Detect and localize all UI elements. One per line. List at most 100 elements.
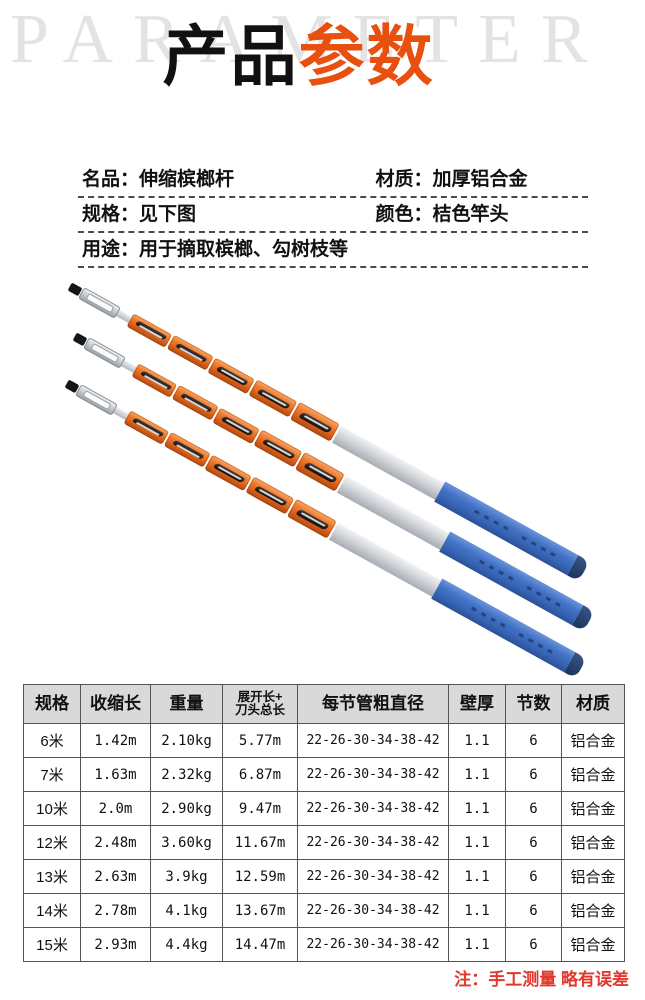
pole-clamp <box>131 362 178 398</box>
table-cell: 12米 <box>23 825 81 860</box>
table-cell: 6 <box>505 791 562 826</box>
table-cell: 2.78m <box>80 893 151 928</box>
info-label: 名品： <box>82 169 140 190</box>
table-cell: 6.87m <box>222 757 298 792</box>
info-value: 伸缩槟榔杆 <box>139 169 235 190</box>
spec-table-header-row: 规格 收缩长 重量 展开长+ 刀头总长 每节管粗直径 壁厚 节数 材质 <box>23 684 625 724</box>
info-value: 见下图 <box>139 204 197 225</box>
table-cell: 1.1 <box>448 723 506 758</box>
pole-blade-head <box>78 286 122 319</box>
table-cell: 12.59m <box>222 859 298 894</box>
info-item-material: 材质：加厚铝合金 <box>375 169 588 190</box>
table-cell: 1.1 <box>448 927 506 962</box>
table-cell: 4.4kg <box>150 927 223 962</box>
pole-clamp <box>212 407 261 444</box>
table-cell: 6 <box>505 825 562 860</box>
table-cell: 2.48m <box>80 825 151 860</box>
info-item-color: 颜色：桔色竿头 <box>375 204 588 225</box>
column-header: 节数 <box>505 684 562 724</box>
pole-clamp <box>123 409 170 445</box>
spec-table: 规格 收缩长 重量 展开长+ 刀头总长 每节管粗直径 壁厚 节数 材质 6米 1.42m 2.10… <box>23 684 625 962</box>
column-header: 重量 <box>150 684 223 724</box>
table-cell: 1.1 <box>448 859 506 894</box>
table-row: 6米 1.42m 2.10kg 5.77m 22-26-30-34-38-42 1.1 6 铝… <box>23 723 625 758</box>
table-cell: 铝合金 <box>561 893 625 928</box>
pole-clamp <box>207 357 256 394</box>
table-cell: 6 <box>505 893 562 928</box>
table-row: 15米 2.93m 4.4kg 14.47m 22-26-30-34-38-42 1.1 6… <box>23 927 625 962</box>
info-row: 名品：伸缩槟榔杆 材质：加厚铝合金 <box>78 163 588 198</box>
column-header: 收缩长 <box>80 684 151 724</box>
info-item-spec: 规格：见下图 <box>82 204 375 225</box>
info-item-usage: 用途：用于摘取槟榔、勾树枝等 <box>82 239 588 260</box>
product-info-section: 名品：伸缩槟榔杆 材质：加厚铝合金 规格：见下图 颜色：桔色竿头 用途：用于摘取… <box>78 163 588 268</box>
table-cell: 4.1kg <box>150 893 223 928</box>
pole-clamp <box>166 334 214 371</box>
pole-clamp <box>253 429 303 468</box>
table-row: 12米 2.48m 3.60kg 11.67m 22-26-30-34-38-42 1.1… <box>23 825 625 860</box>
table-cell: 1.1 <box>448 825 506 860</box>
table-cell: 22-26-30-34-38-42 <box>297 791 449 826</box>
info-label: 材质： <box>375 169 433 190</box>
table-cell: 1.63m <box>80 757 151 792</box>
table-cell: 2.90kg <box>150 791 223 826</box>
table-cell: 6米 <box>23 723 81 758</box>
info-value: 桔色竿头 <box>432 204 509 225</box>
info-label: 用途： <box>82 239 140 260</box>
table-cell: 2.32kg <box>150 757 223 792</box>
table-cell: 22-26-30-34-38-42 <box>297 757 449 792</box>
table-cell: 铝合金 <box>561 791 625 826</box>
column-header: 每节管粗直径 <box>297 684 449 724</box>
table-cell: 2.63m <box>80 859 151 894</box>
table-cell: 22-26-30-34-38-42 <box>297 893 449 928</box>
page-title-prefix: 产品 <box>162 19 299 93</box>
table-row: 10米 2.0m 2.90kg 9.47m 22-26-30-34-38-42 1.1 6 铝… <box>23 791 625 826</box>
table-cell: 14米 <box>23 893 81 928</box>
table-cell: 1.42m <box>80 723 151 758</box>
table-cell: 铝合金 <box>561 859 625 894</box>
table-cell: 22-26-30-34-38-42 <box>297 825 449 860</box>
table-cell: 10米 <box>23 791 81 826</box>
pole-clamp <box>163 431 211 468</box>
info-label: 颜色： <box>375 204 433 225</box>
pole-clamp <box>245 476 295 515</box>
table-cell: 6 <box>505 927 562 962</box>
spec-table-section: 规格 收缩长 重量 展开长+ 刀头总长 每节管粗直径 壁厚 节数 材质 6米 1.42m 2.10… <box>23 684 625 962</box>
table-cell: 15米 <box>23 927 81 962</box>
info-row: 规格：见下图 颜色：桔色竿头 <box>78 198 588 233</box>
pole-clamp <box>126 312 173 348</box>
parameter-watermark: PARAMETER <box>10 1 608 78</box>
pole-blade-head <box>83 336 127 369</box>
table-cell: 9.47m <box>222 791 298 826</box>
info-value: 用于摘取槟榔、勾树枝等 <box>139 239 349 260</box>
table-row: 13米 2.63m 3.9kg 12.59m 22-26-30-34-38-42 1.1 6… <box>23 859 625 894</box>
table-cell: 22-26-30-34-38-42 <box>297 859 449 894</box>
page-title-accent: 参数 <box>298 19 435 93</box>
table-cell: 3.9kg <box>150 859 223 894</box>
info-row: 用途：用于摘取槟榔、勾树枝等 <box>78 233 588 268</box>
table-cell: 13.67m <box>222 893 298 928</box>
table-cell: 铝合金 <box>561 927 625 962</box>
table-cell: 铝合金 <box>561 757 625 792</box>
table-cell: 6 <box>505 859 562 894</box>
telescopic-pole <box>69 326 598 634</box>
table-row: 7米 1.63m 2.32kg 6.87m 22-26-30-34-38-42 1.1 6 铝… <box>23 757 625 792</box>
table-row: 14米 2.78m 4.1kg 13.67m 22-26-30-34-38-42 1.1 6… <box>23 893 625 928</box>
table-cell: 3.60kg <box>150 825 223 860</box>
column-header: 规格 <box>23 684 81 724</box>
table-cell: 2.0m <box>80 791 151 826</box>
table-cell: 7米 <box>23 757 81 792</box>
table-cell: 2.10kg <box>150 723 223 758</box>
table-cell: 14.47m <box>222 927 298 962</box>
table-cell: 铝合金 <box>561 825 625 860</box>
column-header: 展开长+ 刀头总长 <box>222 684 298 724</box>
table-cell: 11.67m <box>222 825 298 860</box>
pole-clamp <box>204 454 253 491</box>
table-cell: 1.1 <box>448 757 506 792</box>
table-cell: 22-26-30-34-38-42 <box>297 927 449 962</box>
info-item-name: 名品：伸缩槟榔杆 <box>82 169 375 190</box>
measurement-note: 注：手工测量 略有误差 <box>454 970 629 989</box>
pole-clamp <box>294 451 345 492</box>
table-cell: 2.93m <box>80 927 151 962</box>
pole-clamp <box>171 384 219 421</box>
